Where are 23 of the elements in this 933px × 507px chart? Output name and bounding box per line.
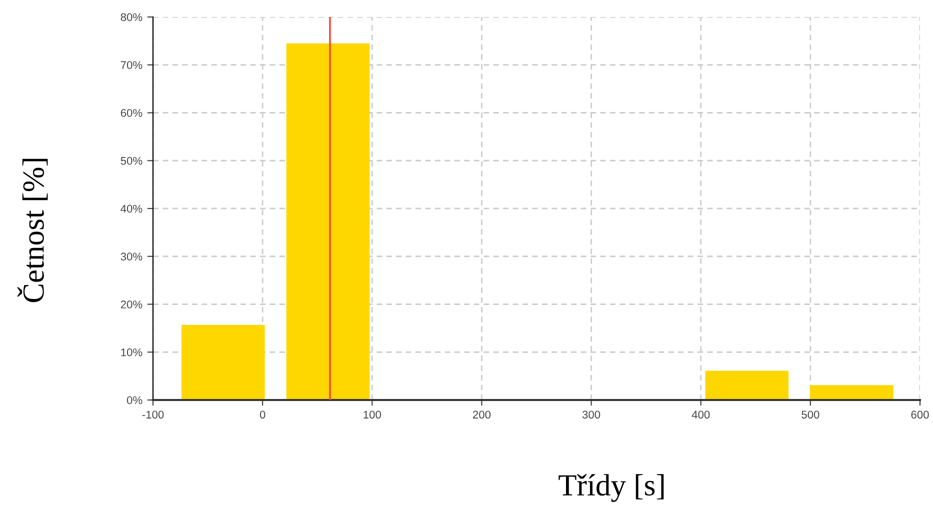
y-tick-label: 70% <box>120 61 142 70</box>
y-tick-label: 60% <box>120 109 142 117</box>
y-tick-label: 0% <box>126 396 142 404</box>
x-tick-label: 100 <box>364 410 381 419</box>
x-tick-label: 500 <box>802 410 820 419</box>
y-tick-label: 80% <box>120 13 142 22</box>
x-tick-label: 0 <box>260 410 266 419</box>
y-tick-label: 40% <box>120 204 142 213</box>
x-tick-label: 300 <box>582 410 600 419</box>
y-tick-label: 10% <box>121 348 142 356</box>
x-axis-title: Třídy [s] <box>558 474 664 502</box>
bar <box>181 324 265 400</box>
bar <box>810 385 894 400</box>
y-tick-label: 20% <box>120 300 142 308</box>
bar <box>286 43 370 400</box>
bar <box>705 370 789 400</box>
x-tick-label: 200 <box>473 410 491 419</box>
y-tick-label: 30% <box>120 252 142 261</box>
x-tick-label: 600 <box>911 410 929 419</box>
x-tick-label: -100 <box>142 410 164 419</box>
y-axis-title: Četnost [%] <box>17 158 48 302</box>
x-tick-label: 400 <box>692 410 710 419</box>
y-tick-label: 50% <box>120 156 142 165</box>
